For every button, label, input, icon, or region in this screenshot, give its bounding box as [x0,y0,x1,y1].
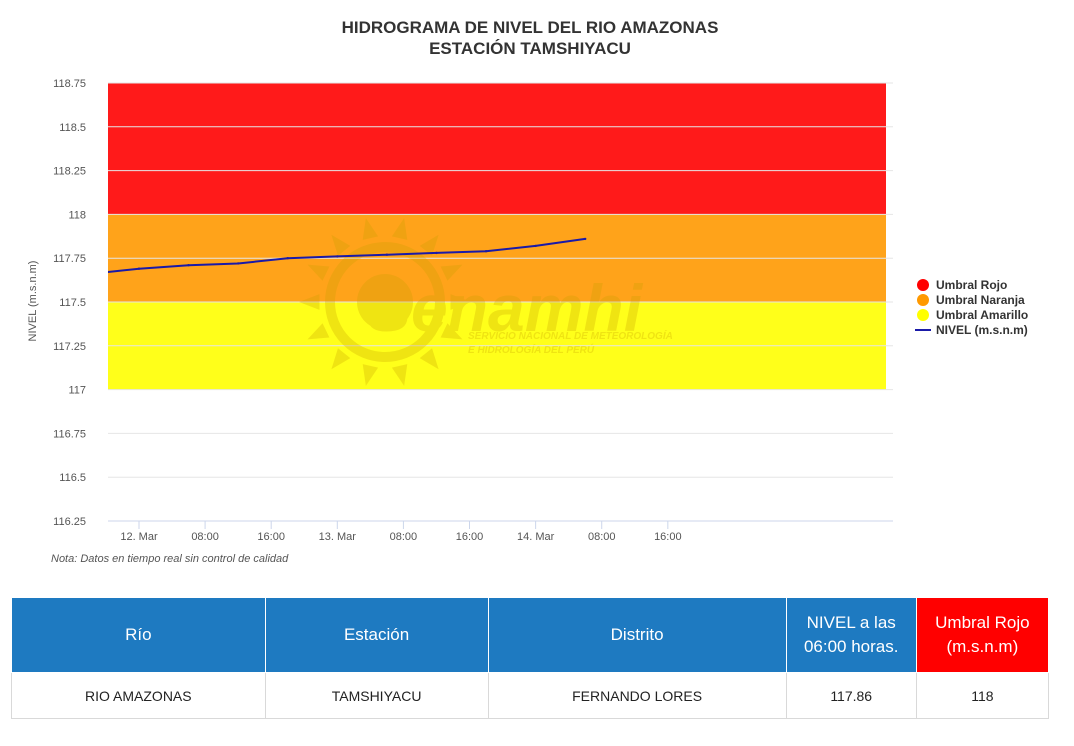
cell-distrito: FERNANDO LORES [487,672,787,719]
legend-item[interactable]: Umbral Naranja [917,293,1025,307]
sun-ray [450,294,471,310]
chart-title: HIDROGRAMA DE NIVEL DEL RIO AMAZONAS [342,18,719,37]
y-tick-label: 118.5 [59,122,86,134]
axis-ticks: 116.25 116.5 116.75 117 117.25 117.5 117.75 118… [53,78,893,543]
x-tick-label: 08:00 [588,531,616,543]
sun-ray [391,218,408,240]
x-tick-label: 08:00 [191,531,219,543]
cell-nivel: 117.86 [785,672,917,719]
sun-ray [307,323,330,340]
y-tick-label: 117 [68,385,86,397]
grid-lines [108,82,893,522]
sun-ray [299,294,320,310]
legend-label: Umbral Naranja [936,293,1025,307]
cell-estacion: TAMSHIYACU [264,672,489,719]
header-estacion: Estación [264,597,489,673]
header-distrito: Distrito [487,597,787,673]
data-point[interactable] [484,249,488,253]
x-tick-label: 12. Mar [120,531,158,543]
cell-umbral-rojo: 118 [915,672,1050,719]
sun-ray [362,364,379,386]
header-nivel: NIVEL a las 06:00 horas. [785,597,917,673]
y-tick-label: 116.25 [53,516,86,528]
chart-subtitle: ESTACIÓN TAMSHIYACU [429,39,631,58]
sun-ray [440,323,463,340]
y-tick-label: 118.25 [53,166,86,178]
x-tick-label: 16:00 [654,531,682,543]
sun-ray [391,364,408,386]
y-tick-label: 117.25 [53,341,86,353]
watermark-tagline-1: SERVICIO NACIONAL DE METEOROLOGÍA [468,329,673,342]
data-point[interactable] [236,262,240,265]
y-tick-label: 117.5 [59,297,86,309]
station-table: Río Estación Distrito NIVEL a las 06:00 … [11,597,1050,719]
watermark-tagline-2: E HIDROLOGÍA DEL PERÚ [468,343,595,356]
y-tick-label: 118 [68,209,86,221]
legend-label: NIVEL (m.s.n.m) [936,323,1028,337]
data-point[interactable] [435,251,438,255]
sun-ray [307,264,330,281]
watermark-brand: Senamhi [367,271,644,345]
sun-ray [419,348,439,370]
legend-marker [917,279,929,291]
hydrograph-chart: HIDROGRAMA DE NIVEL DEL RIO AMAZONAS EST… [27,18,1028,543]
legend-label: Umbral Amarillo [936,308,1028,322]
data-point[interactable] [385,253,389,256]
data-point[interactable] [336,255,339,258]
x-tick-label: 16:00 [456,531,484,543]
sun-logo [299,218,471,386]
x-tick-label: 08:00 [390,531,418,543]
band-umbral-rojo [108,83,886,215]
sun-ray [440,264,463,281]
sun-ray [419,234,439,256]
legend-item[interactable]: NIVEL (m.s.n.m) [915,323,1028,337]
table-row: RIO AMAZONAS TAMSHIYACU FERNANDO LORES 1… [11,672,1050,719]
header-rio: Río [11,597,266,673]
cell-rio: RIO AMAZONAS [11,672,266,719]
y-tick-label: 117.75 [53,253,86,265]
x-tick-label: 16:00 [257,531,285,543]
data-point[interactable] [286,257,289,260]
data-point[interactable] [534,244,537,248]
legend-marker [917,294,929,306]
legend-marker [917,309,929,321]
y-axis-title: NIVEL (m.s.n.m) [27,261,39,342]
data-point[interactable] [583,237,587,241]
senamhi-watermark: Senamhi SERVICIO NACIONAL DE METEOROLOGÍ… [299,218,673,386]
legend-item[interactable]: Umbral Rojo [917,278,1007,292]
data-note: Nota: Datos en tiempo real sin control d… [51,553,289,565]
data-point[interactable] [187,264,190,267]
sun-ray [362,218,379,240]
x-tick-label: 13. Mar [319,531,357,543]
legend-label: Umbral Rojo [936,278,1007,292]
table-header-row: Río Estación Distrito NIVEL a las 06:00 … [11,597,1050,673]
sun-ray [331,234,351,256]
data-point[interactable] [137,267,141,270]
y-tick-label: 116.5 [59,472,86,484]
y-tick-label: 118.75 [53,78,86,90]
x-tick-label: 14. Mar [517,531,555,543]
header-umbral-rojo: Umbral Rojo (m.s.n.m) [915,597,1050,673]
sun-ray [331,348,351,370]
y-tick-label: 116.75 [53,428,86,440]
legend-item[interactable]: Umbral Amarillo [917,308,1028,322]
series-layer [108,237,587,274]
